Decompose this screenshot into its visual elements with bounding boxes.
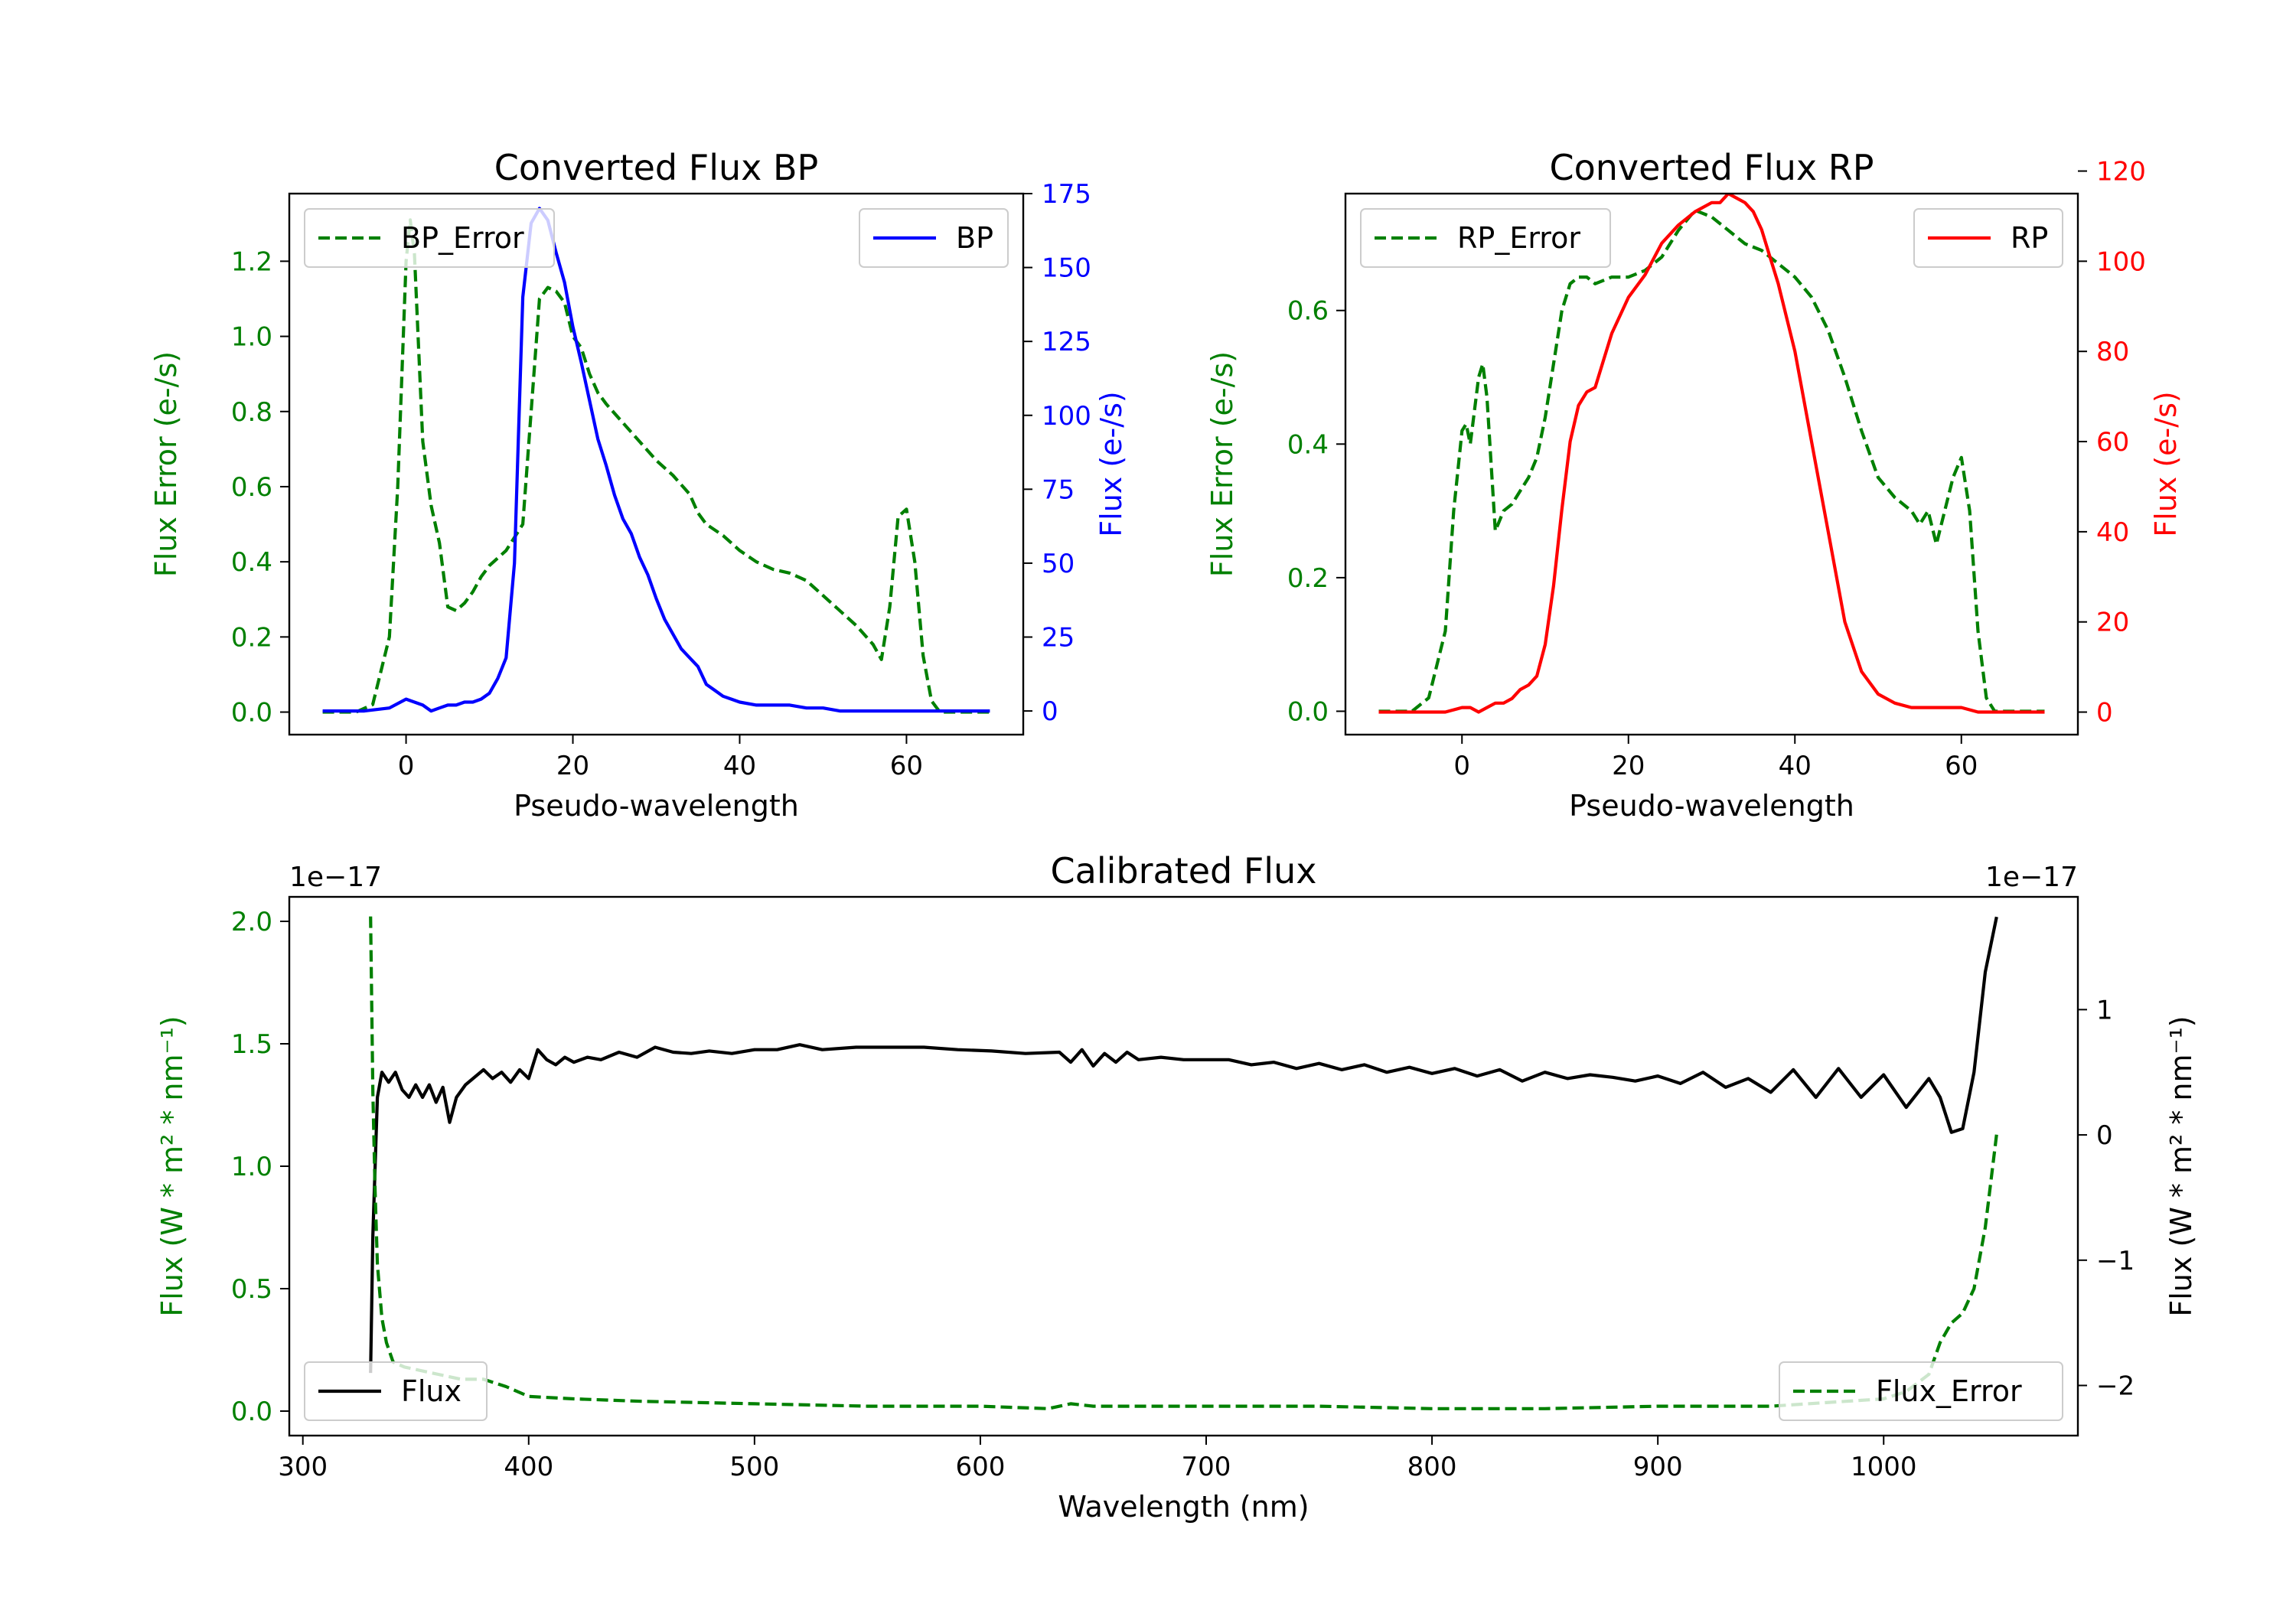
legend-label: Flux_Error	[1876, 1374, 2022, 1408]
series-line-rp	[1378, 194, 2045, 714]
y-left-axis-label: Flux Error (e-/s)	[149, 351, 183, 577]
y-left-tick-label: 1.5	[231, 1029, 272, 1060]
y-left-tick-label: 0.4	[231, 547, 272, 578]
chart-title: Converted Flux BP	[494, 147, 819, 188]
y-left-tick-label: 0.6	[1287, 296, 1329, 327]
x-tick-label: 400	[504, 1452, 553, 1482]
series-line-bp	[322, 207, 990, 713]
y-right-offset-label: 1e−17	[1985, 862, 2078, 893]
y-right-tick-label: −1	[2096, 1246, 2135, 1276]
y-left-tick-label: 0.6	[231, 472, 272, 503]
y-right-tick-label: 150	[1042, 253, 1091, 284]
legend-bp-error: BP_Error	[304, 208, 555, 268]
y-right-tick-label: 60	[2096, 427, 2129, 458]
y-left-tick-label: 0.8	[231, 397, 272, 428]
x-tick-label: 300	[278, 1452, 328, 1482]
x-tick-label: 900	[1633, 1452, 1683, 1482]
y-left-offset-label: 1e−17	[289, 862, 382, 893]
legend-bp: BP	[859, 208, 1009, 268]
chart-panel-1: 0 20 40 60 0.0 0.2 0.4 0.6 0.8 1.0 1.2 0 25 50 75 100 12…	[149, 147, 1128, 823]
y-right-tick-label: 0	[1042, 696, 1058, 727]
y-right-tick-label: 40	[2096, 517, 2129, 548]
y-right-axis-label: Flux (e-/s)	[2149, 391, 2183, 536]
plot-frame	[288, 192, 1025, 736]
x-tick-label: 20	[556, 751, 589, 781]
chart-panel-3: 300 400 500 600 700 800 900 1000 0.0 0.5 1.0 1.5 2.0…	[155, 850, 2198, 1524]
series-line-flux-error	[369, 916, 1998, 1410]
y-right-tick-label: −2	[2096, 1371, 2135, 1402]
chart-panel-2: 0 20 40 60 0.0 0.2 0.4 0.6 0 20 40 60 80 100 120 Conver…	[1205, 147, 2183, 823]
y-right-tick-label: 25	[1042, 623, 1075, 654]
y-right-tick-label: 125	[1042, 327, 1091, 357]
x-tick-label: 500	[729, 1452, 779, 1482]
x-tick-label: 40	[723, 751, 756, 781]
y-left-tick-label: 1.0	[231, 322, 272, 353]
x-axis-label: Pseudo-wavelength	[1569, 789, 1854, 823]
x-tick-label: 0	[1453, 751, 1470, 781]
legend-box	[1360, 208, 1611, 268]
plot-frame	[288, 895, 2079, 1437]
series-line-bp-error	[322, 218, 990, 714]
chart-title: Converted Flux RP	[1550, 147, 1874, 188]
legend-flux-error: Flux_Error	[1779, 1361, 2063, 1421]
y-left-tick-label: 0.2	[1287, 563, 1329, 594]
x-tick-label: 60	[1945, 751, 1978, 781]
legend-flux: Flux	[304, 1361, 488, 1421]
chart-title: Calibrated Flux	[1051, 850, 1317, 892]
x-tick-label: 60	[890, 751, 923, 781]
legend-rp: RP	[1913, 208, 2063, 268]
y-left-tick-label: 0.0	[231, 1397, 272, 1427]
x-tick-label: 20	[1612, 751, 1645, 781]
series-line-flux	[369, 916, 1998, 1374]
y-right-tick-label: 80	[2096, 337, 2129, 367]
y-right-tick-label: 75	[1042, 474, 1075, 505]
series-line-rp-error	[1378, 208, 2045, 713]
x-tick-label: 40	[1779, 751, 1812, 781]
x-tick-label: 600	[955, 1452, 1005, 1482]
y-left-tick-label: 1.0	[231, 1152, 272, 1182]
legend-label: RP	[2011, 221, 2048, 255]
x-tick-label: 0	[398, 751, 415, 781]
y-right-tick-label: 50	[1042, 549, 1075, 579]
legend-label: Flux	[401, 1374, 461, 1408]
y-left-axis-label: Flux (W * m² * nm⁻¹)	[155, 1015, 189, 1316]
legend-label: BP	[956, 221, 993, 255]
legend-box	[1779, 1361, 2063, 1421]
y-right-axis-label: Flux (e-/s)	[1094, 391, 1128, 536]
legend-label: BP_Error	[401, 221, 524, 255]
y-left-axis-label: Flux Error (e-/s)	[1205, 351, 1239, 577]
x-tick-label: 800	[1407, 1452, 1457, 1482]
y-right-tick-label: 1	[2096, 995, 2113, 1025]
x-axis-label: Pseudo-wavelength	[514, 789, 799, 823]
y-left-tick-label: 0.2	[231, 622, 272, 653]
y-right-tick-label: 100	[2096, 246, 2146, 277]
y-right-axis-label: Flux (W * m² * nm⁻¹)	[2164, 1015, 2198, 1316]
legend-box	[304, 1361, 488, 1421]
y-left-tick-label: 0.0	[1287, 696, 1329, 727]
y-right-tick-label: 175	[1042, 179, 1091, 210]
legend-rp-error: RP_Error	[1360, 208, 1611, 268]
y-right-tick-label: 0	[2096, 1120, 2113, 1151]
y-left-tick-label: 0.0	[231, 698, 272, 729]
legend-box	[304, 208, 555, 268]
y-left-tick-label: 0.4	[1287, 429, 1329, 460]
legend-label: RP_Error	[1457, 221, 1580, 255]
y-left-tick-label: 2.0	[231, 907, 272, 937]
y-left-tick-label: 0.5	[231, 1274, 272, 1305]
y-right-tick-label: 120	[2096, 157, 2146, 187]
x-tick-label: 700	[1182, 1452, 1231, 1482]
y-left-tick-label: 1.2	[231, 246, 272, 277]
y-right-tick-label: 0	[2096, 698, 2113, 729]
x-axis-label: Wavelength (nm)	[1058, 1490, 1309, 1524]
y-right-tick-label: 100	[1042, 401, 1091, 432]
plot-frame	[1344, 192, 2079, 736]
y-right-tick-label: 20	[2096, 608, 2129, 638]
x-tick-label: 1000	[1851, 1452, 1917, 1482]
